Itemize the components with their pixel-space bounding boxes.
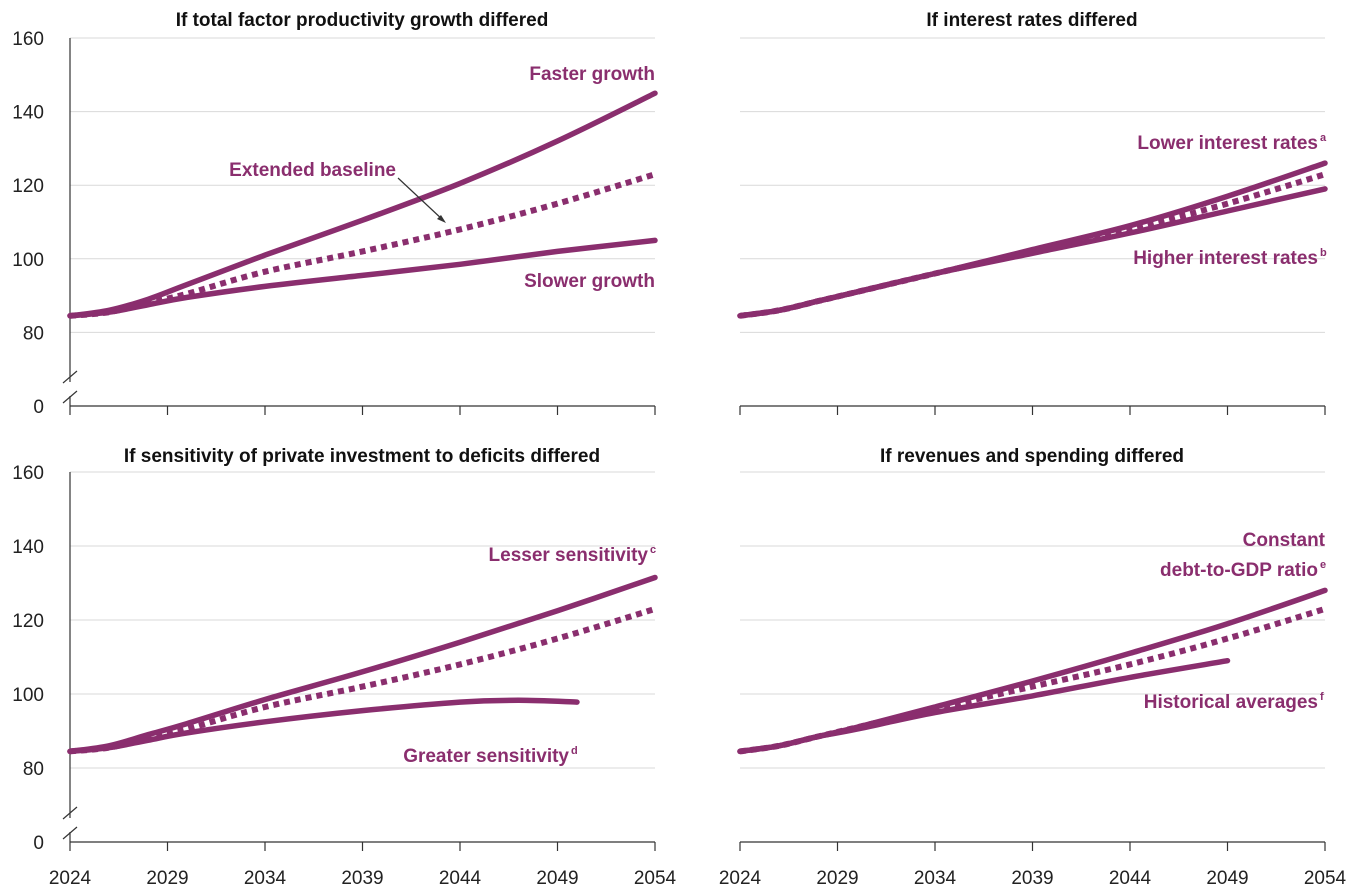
x-tick-label: 2029 xyxy=(816,868,858,886)
axis-break-mark xyxy=(62,806,78,820)
series-label: Historical averages xyxy=(1144,692,1318,713)
series-line xyxy=(737,587,1328,755)
y-tick-label: 80 xyxy=(23,323,44,344)
x-tick-label: 2024 xyxy=(719,868,762,886)
y-tick-label: 0 xyxy=(33,397,44,418)
annotation-leader-line xyxy=(397,177,445,222)
x-tick-label: 2034 xyxy=(914,868,957,886)
series-label: Lesser sensitivity xyxy=(489,545,649,566)
series-label: Constant xyxy=(1243,530,1326,551)
chart-panel-1: If total factor productivity growth diff… xyxy=(12,10,658,418)
chart-panel-3: If sensitivity of private investment to … xyxy=(12,446,677,889)
footnote-marker: d xyxy=(571,745,578,757)
footnote-marker: f xyxy=(1320,691,1324,703)
series-label: Lower interest rates xyxy=(1137,133,1318,154)
y-tick-label: 160 xyxy=(12,29,44,50)
x-tick-label: 2049 xyxy=(536,868,578,886)
x-tick-label: 2029 xyxy=(146,868,188,886)
y-tick-label: 140 xyxy=(12,103,44,124)
x-tick-label: 2044 xyxy=(439,868,482,886)
x-tick-label: 2034 xyxy=(244,868,287,886)
axis-break-mark xyxy=(62,826,78,840)
panel-title: If interest rates differed xyxy=(926,10,1137,31)
x-tick-label: 2039 xyxy=(341,868,383,886)
y-tick-label: 120 xyxy=(12,611,44,632)
panel-title: If total factor productivity growth diff… xyxy=(176,10,549,31)
series-line xyxy=(737,186,1328,319)
series-line xyxy=(737,657,1231,755)
x-tick-label: 2054 xyxy=(1304,868,1347,886)
series-label: Slower growth xyxy=(524,271,655,292)
footnote-marker: a xyxy=(1320,132,1327,144)
panel-title: If revenues and spending differed xyxy=(880,446,1184,467)
x-tick-label: 2049 xyxy=(1206,868,1248,886)
series-line-dotted xyxy=(739,606,1326,755)
y-tick-label: 0 xyxy=(33,833,44,854)
panel-title: If sensitivity of private investment to … xyxy=(124,446,600,467)
series-line xyxy=(67,237,658,319)
series-line xyxy=(67,574,658,755)
series-label: Higher interest rates xyxy=(1133,248,1318,269)
series-label: debt-to-GDP ratio xyxy=(1160,560,1318,581)
x-tick-label: 2044 xyxy=(1109,868,1152,886)
series-label: Extended baseline xyxy=(229,160,396,181)
y-tick-label: 100 xyxy=(12,685,44,706)
series-line xyxy=(67,697,580,755)
series-line-dotted xyxy=(69,606,656,755)
x-tick-label: 2024 xyxy=(49,868,92,886)
x-tick-label: 2054 xyxy=(634,868,677,886)
footnote-marker: b xyxy=(1320,247,1327,259)
y-tick-label: 100 xyxy=(12,250,44,271)
series-label: Faster growth xyxy=(529,64,655,85)
footnote-marker: e xyxy=(1320,559,1326,571)
y-tick-label: 120 xyxy=(12,176,44,197)
axis-break-mark xyxy=(62,390,78,404)
y-tick-label: 140 xyxy=(12,537,44,558)
annotation-arrowhead xyxy=(437,215,446,223)
footnote-marker: c xyxy=(650,544,656,556)
x-tick-label: 2039 xyxy=(1011,868,1053,886)
series-line xyxy=(737,160,1328,319)
chart-panel-4: If revenues and spending differed 2024 202… xyxy=(719,446,1347,889)
series-label: Greater sensitivity xyxy=(403,746,569,767)
axis-break-mark xyxy=(62,370,78,384)
y-tick-label: 160 xyxy=(12,463,44,484)
chart-panel-2: If interest rates differed Lower interest… xyxy=(737,10,1328,415)
series-line xyxy=(67,90,658,319)
y-tick-label: 80 xyxy=(23,759,44,780)
